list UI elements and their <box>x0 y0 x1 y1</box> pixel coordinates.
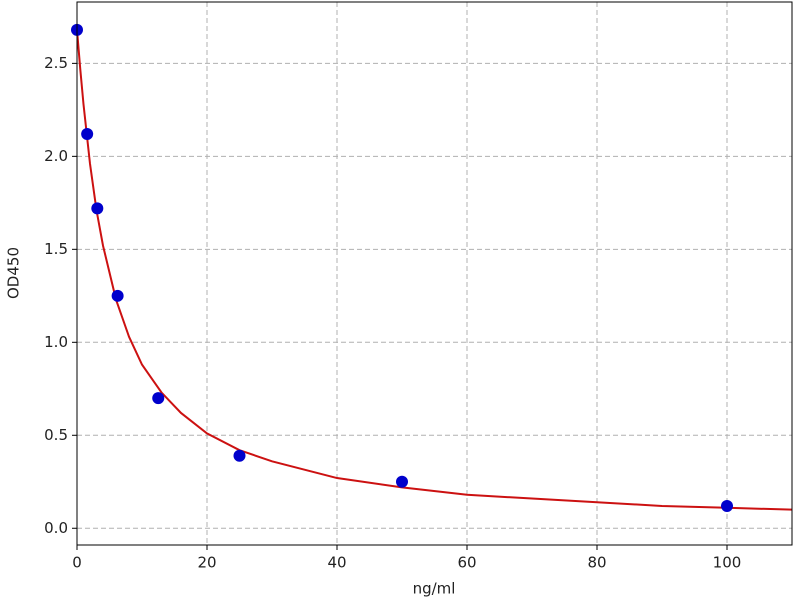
data-point <box>111 289 124 302</box>
x-tick-label: 20 <box>197 554 216 572</box>
data-point <box>91 202 104 215</box>
y-tick-label: 1.0 <box>44 333 68 351</box>
y-tick-label: 0.0 <box>44 519 68 537</box>
plot-frame <box>76 1 793 546</box>
fit-curve <box>77 29 792 511</box>
data <box>71 23 792 512</box>
y-axis-label: OD450 <box>5 247 23 299</box>
data-point <box>721 499 733 512</box>
y-tick-label: 2.5 <box>44 54 68 72</box>
grid <box>76 2 792 545</box>
y-tick-label: 1.5 <box>44 240 68 258</box>
x-tick-label: 60 <box>457 554 476 572</box>
data-point <box>233 449 246 462</box>
x-tick-label: 40 <box>327 554 346 572</box>
x-tick-label: 80 <box>587 554 606 572</box>
x-axis-label: ng/ml <box>413 580 456 598</box>
data-point <box>152 392 165 405</box>
plot-area <box>77 2 792 545</box>
data-point <box>81 128 94 141</box>
y-tick-label: 2.0 <box>44 147 68 165</box>
y-tick-label: 0.5 <box>44 426 68 444</box>
data-point <box>396 475 408 488</box>
x-tick-label: 100 <box>713 554 742 572</box>
x-tick-label: 0 <box>72 554 82 572</box>
